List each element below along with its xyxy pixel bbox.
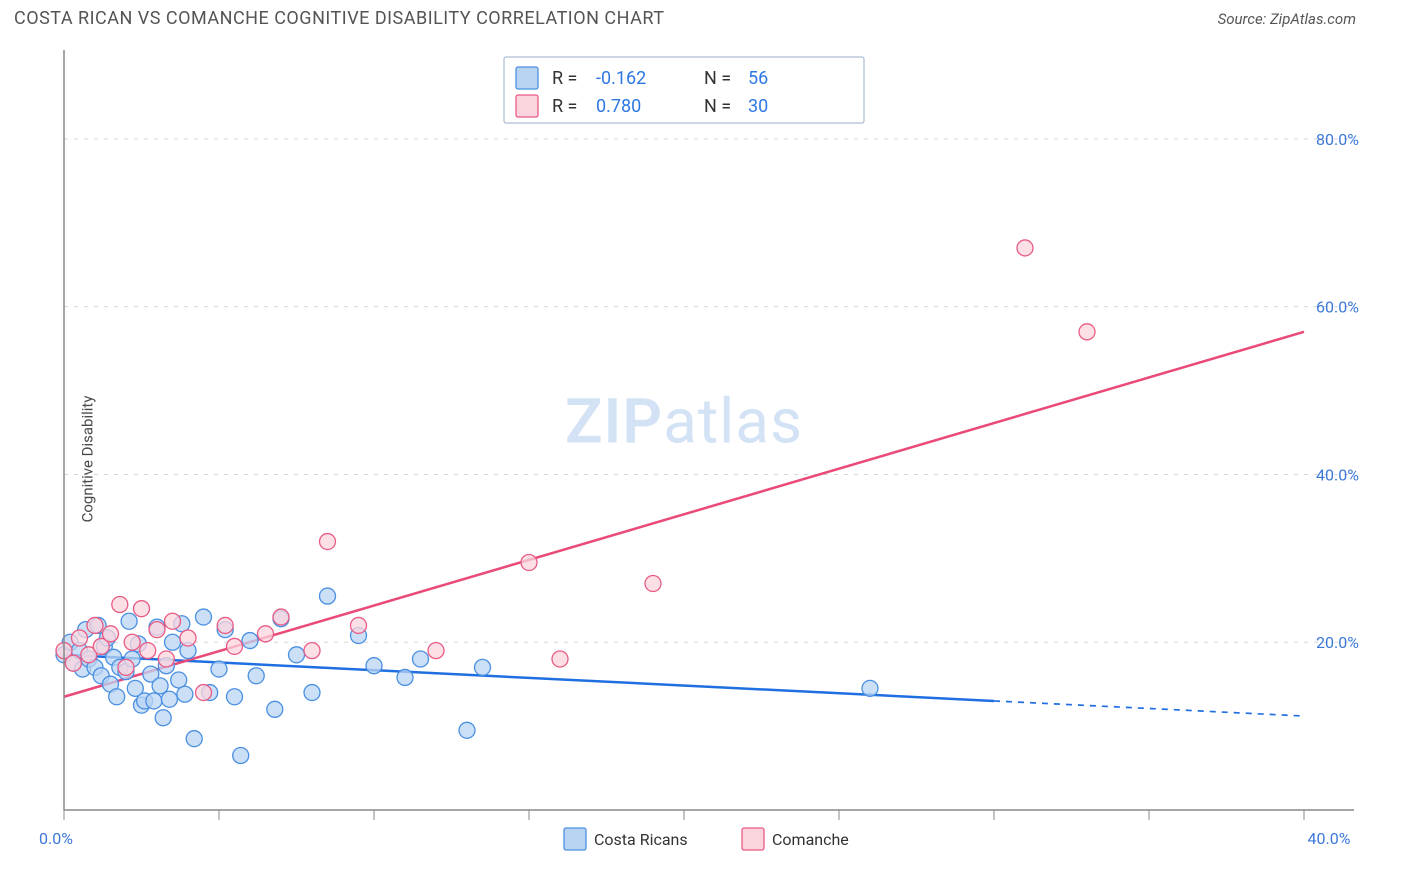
svg-text:56: 56 [748,68,768,89]
data-point [227,638,243,654]
legend-swatch [742,828,764,850]
data-point [65,655,81,671]
svg-text:80.0%: 80.0% [1316,130,1359,149]
data-point [87,617,103,633]
svg-text:N =: N = [704,96,731,117]
data-point [186,731,202,747]
data-point [152,678,168,694]
svg-text:ZIPatlas: ZIPatlas [565,386,803,459]
data-point [196,685,212,701]
data-point [304,685,320,701]
legend-label: Comanche [772,830,849,849]
data-point [140,643,156,659]
svg-text:40.0%: 40.0% [1308,829,1351,848]
legend-swatch [564,828,586,850]
data-point [397,669,413,685]
data-point [121,613,137,629]
svg-text:40.0%: 40.0% [1316,465,1359,484]
data-point [366,658,382,674]
data-point [258,626,274,642]
data-point [1079,324,1095,340]
data-point [227,689,243,705]
svg-text:N =: N = [704,68,731,89]
data-point [1017,240,1033,256]
data-point [180,630,196,646]
data-point [155,710,171,726]
svg-text:R =: R = [552,96,577,117]
data-point [103,626,119,642]
data-point [459,722,475,738]
data-point [124,634,140,650]
data-point [177,686,193,702]
svg-text:0.0%: 0.0% [39,829,73,848]
data-point [273,609,289,625]
data-point [521,555,537,571]
data-point [211,661,227,677]
data-point [552,651,568,667]
data-point [165,613,181,629]
data-point [171,672,187,688]
data-point [196,609,212,625]
data-point [109,689,125,705]
svg-text:R =: R = [552,68,577,89]
chart-title: COSTA RICAN VS COMANCHE COGNITIVE DISABI… [14,8,664,29]
data-point [233,747,249,763]
data-point [320,534,336,550]
data-point [289,647,305,663]
legend-swatch [516,95,538,117]
data-point [645,576,661,592]
data-point [72,630,88,646]
data-point [217,617,233,633]
y-axis-label: Cognitive Disability [78,396,96,523]
data-point [248,668,264,684]
svg-text:-0.162: -0.162 [596,68,646,89]
data-point [304,643,320,659]
data-point [161,691,177,707]
data-point [165,634,181,650]
svg-text:0.780: 0.780 [596,96,641,117]
data-point [267,701,283,717]
data-point [862,680,878,696]
data-point [146,693,162,709]
data-point [134,601,150,617]
legend-label: Costa Ricans [594,830,688,849]
chart-container: Cognitive Disability ZIPatlas 0.0% 40.0% 20… [14,40,1392,878]
data-point [112,596,128,612]
source-label: Source: ZipAtlas.com [1218,10,1356,28]
data-point [149,622,165,638]
data-point [351,617,367,633]
header: COSTA RICAN VS COMANCHE COGNITIVE DISABI… [0,0,1406,37]
svg-text:60.0%: 60.0% [1316,298,1359,317]
data-point [320,588,336,604]
svg-text:30: 30 [748,96,768,117]
data-point [475,659,491,675]
data-point [413,651,429,667]
svg-text:20.0%: 20.0% [1316,633,1359,652]
data-point [242,633,258,649]
scatter-chart: ZIPatlas 0.0% 40.0% 20.0% 40.0% 60.0% 80.0% R =… [14,40,1392,878]
legend-swatch [516,67,538,89]
data-point [428,643,444,659]
data-point [118,659,134,675]
data-point [158,651,174,667]
